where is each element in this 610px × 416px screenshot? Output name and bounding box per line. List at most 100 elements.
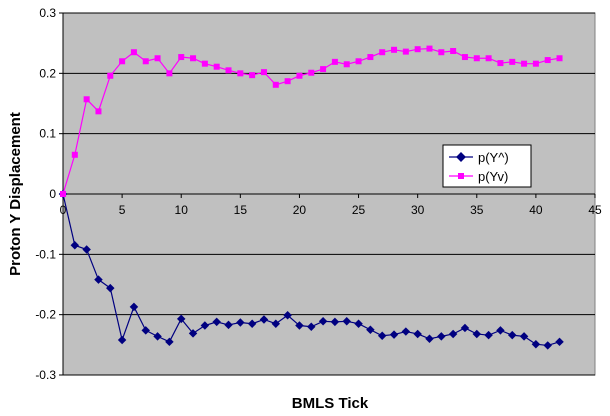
legend-label-p-y-down: p(Yv) bbox=[478, 169, 508, 184]
data-point-p-y-down bbox=[260, 69, 267, 76]
data-point-p-y-up bbox=[165, 337, 174, 347]
data-point-p-y-up bbox=[472, 329, 482, 339]
data-point-p-y-down bbox=[284, 78, 291, 85]
x-tick-label: 10 bbox=[175, 203, 189, 217]
data-point-p-y-up bbox=[543, 341, 552, 350]
data-point-p-y-up bbox=[129, 302, 139, 312]
data-point-p-y-down bbox=[130, 49, 137, 56]
data-point-p-y-down bbox=[320, 66, 327, 73]
data-point-p-y-down bbox=[461, 54, 468, 61]
data-point-p-y-up bbox=[377, 331, 387, 341]
data-point-p-y-down bbox=[532, 60, 539, 67]
data-point-p-y-down bbox=[60, 191, 66, 197]
data-point-p-y-down bbox=[119, 58, 126, 65]
data-point-p-y-down bbox=[178, 54, 185, 61]
data-point-p-y-up bbox=[259, 315, 269, 324]
data-point-p-y-up bbox=[389, 330, 399, 339]
y-tick-label: 0 bbox=[49, 187, 56, 201]
data-point-p-y-up bbox=[82, 245, 91, 254]
data-point-p-y-up bbox=[519, 332, 529, 341]
data-point-p-y-down bbox=[450, 48, 457, 55]
data-point-p-y-up bbox=[200, 321, 210, 330]
data-point-p-y-up bbox=[247, 319, 257, 328]
data-point-p-y-down bbox=[343, 61, 350, 68]
y-tick-label: 0.2 bbox=[39, 66, 56, 80]
x-tick-label: 15 bbox=[234, 203, 248, 217]
legend-marker-p-y-down bbox=[458, 173, 464, 179]
data-point-p-y-down bbox=[355, 58, 362, 65]
data-point-p-y-up bbox=[153, 332, 162, 341]
data-point-p-y-up bbox=[413, 329, 422, 339]
y-tick-label: -0.1 bbox=[35, 247, 56, 261]
data-point-p-y-up bbox=[318, 317, 328, 326]
series-layer bbox=[58, 45, 564, 350]
data-point-p-y-down bbox=[438, 49, 445, 56]
data-point-p-y-down bbox=[521, 60, 528, 67]
data-point-p-y-up bbox=[484, 330, 493, 340]
data-point-p-y-down bbox=[308, 69, 315, 76]
data-point-p-y-down bbox=[107, 72, 114, 79]
x-tick-label: 40 bbox=[529, 203, 543, 217]
data-point-p-y-down bbox=[426, 45, 433, 52]
data-point-p-y-down bbox=[190, 55, 197, 62]
data-point-p-y-up bbox=[176, 314, 186, 324]
y-tick-label: -0.3 bbox=[35, 368, 56, 382]
data-point-p-y-down bbox=[272, 81, 279, 88]
data-point-p-y-up bbox=[212, 317, 221, 327]
data-point-p-y-down bbox=[544, 57, 551, 64]
data-point-p-y-up bbox=[236, 318, 245, 327]
data-point-p-y-down bbox=[331, 58, 338, 65]
data-point-p-y-up bbox=[295, 321, 304, 330]
data-point-p-y-down bbox=[379, 49, 386, 56]
x-axis-title: BMLS Tick bbox=[292, 395, 369, 412]
data-point-p-y-down bbox=[201, 60, 208, 67]
gridlines bbox=[59, 12, 595, 376]
data-point-p-y-down bbox=[154, 55, 161, 62]
data-point-p-y-up bbox=[460, 323, 470, 333]
data-point-p-y-down bbox=[83, 96, 90, 103]
x-tick-label: 45 bbox=[588, 203, 602, 217]
data-point-p-y-down bbox=[497, 60, 504, 67]
legend-marker-p-y-up bbox=[456, 152, 466, 162]
data-point-p-y-up bbox=[188, 329, 198, 338]
x-tick-labels: 0 5 10 15 20 25 30 35 40 45 bbox=[60, 203, 602, 217]
data-point-p-y-down bbox=[95, 108, 102, 115]
x-tick-label: 30 bbox=[411, 203, 425, 217]
data-point-p-y-down bbox=[142, 58, 149, 65]
x-tick-label: 0 bbox=[60, 203, 67, 217]
legend-label-p-y-up: p(Y^) bbox=[478, 150, 509, 165]
x-tick-label: 20 bbox=[293, 203, 307, 217]
data-point-p-y-down bbox=[391, 46, 398, 53]
data-point-p-y-down bbox=[249, 72, 256, 79]
data-point-p-y-down bbox=[509, 58, 516, 65]
data-point-p-y-up bbox=[70, 241, 80, 250]
data-point-p-y-down bbox=[402, 48, 409, 55]
data-point-p-y-down bbox=[213, 63, 220, 70]
data-point-p-y-down bbox=[473, 55, 480, 62]
data-point-p-y-up bbox=[271, 319, 281, 328]
data-point-p-y-up bbox=[531, 339, 541, 349]
data-point-p-y-up bbox=[496, 326, 505, 335]
data-point-p-y-up bbox=[307, 322, 316, 331]
data-point-p-y-up bbox=[401, 327, 411, 336]
data-point-p-y-up bbox=[117, 335, 127, 345]
data-point-p-y-down bbox=[237, 70, 244, 77]
x-tick-label: 25 bbox=[352, 203, 366, 217]
data-point-p-y-up bbox=[94, 275, 103, 284]
y-tick-labels: 0.3 0.2 0.1 0 -0.1 -0.2 -0.3 bbox=[35, 6, 56, 382]
data-point-p-y-down bbox=[296, 72, 303, 79]
data-point-p-y-down bbox=[71, 151, 78, 158]
data-point-p-y-up bbox=[342, 317, 351, 326]
data-point-p-y-up bbox=[425, 334, 434, 344]
data-point-p-y-down bbox=[166, 70, 173, 77]
y-tick-label: -0.2 bbox=[35, 308, 56, 322]
data-point-p-y-up bbox=[354, 319, 363, 328]
data-point-p-y-down bbox=[225, 67, 232, 74]
data-point-p-y-up bbox=[106, 283, 115, 293]
data-point-p-y-down bbox=[367, 54, 374, 61]
y-tick-label: 0.3 bbox=[39, 6, 56, 20]
x-tick-label: 5 bbox=[119, 203, 126, 217]
x-tick-label: 35 bbox=[470, 203, 484, 217]
legend-box bbox=[442, 144, 532, 188]
